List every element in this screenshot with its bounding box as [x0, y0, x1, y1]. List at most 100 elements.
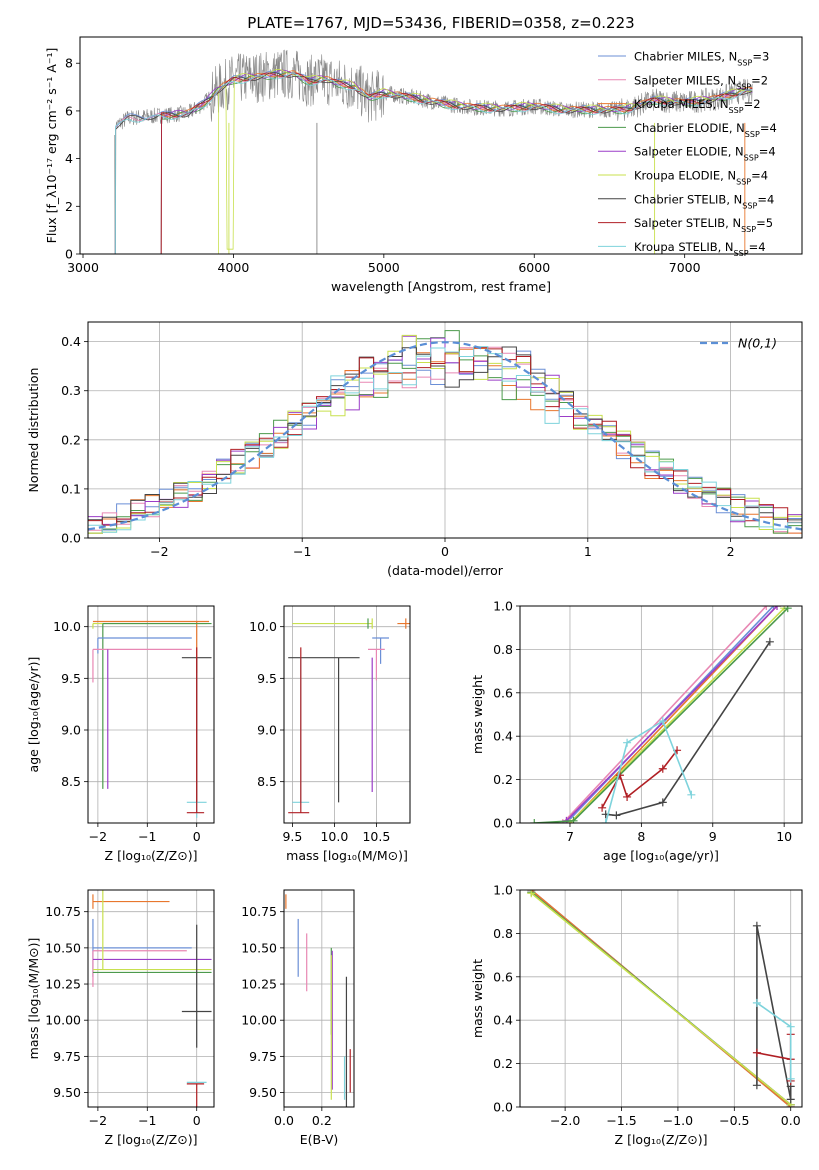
x-tick-label: 5000 [368, 260, 400, 275]
weight-marker [623, 792, 632, 801]
weight-marker [786, 1022, 795, 1031]
legend-entry: Chabrier ELODIE, NSSP=4 [634, 121, 777, 139]
error-bar-point [372, 637, 389, 664]
legend-entry: Salpeter ELODIE, NSSP=4 [634, 145, 776, 163]
error-bar-point [92, 890, 212, 971]
y-axis-label: age [log₁₀(age/yr)] [26, 657, 41, 773]
x-tick-label: 2 [727, 544, 735, 559]
legend-entry: Chabrier STELIB, NSSP=4 [634, 192, 774, 210]
x-tick-label: 0 [193, 1113, 201, 1128]
y-tick-label: 0.4 [61, 334, 81, 349]
weight-marker [762, 606, 771, 610]
axes-frame [79, 36, 803, 255]
y-tick-label: 0.2 [493, 1056, 513, 1071]
axes-frame [519, 605, 803, 824]
x-tick-label: 10.0 [320, 829, 348, 844]
y-tick-label: 0.4 [493, 729, 513, 744]
y-tick-label: 10.0 [249, 619, 277, 634]
error-bar-point [368, 648, 385, 681]
y-tick-label: 6 [65, 103, 73, 118]
y-tick-label: 9.75 [53, 1049, 81, 1064]
plot-area [88, 322, 802, 538]
y-tick-label: 1.0 [493, 599, 513, 614]
error-bar-point [397, 618, 410, 629]
error-bar-point [288, 657, 360, 803]
panel-residuals: −2 −1 0 1 2 0.0 0.1 0.2 0.3 0.4 (data-model)/error… [26, 321, 803, 578]
y-axis-label: Normed distribution [26, 368, 41, 493]
legend: Chabrier MILES, NSSP=3 Salpeter MILES, NS… [598, 50, 777, 257]
panel-mass-vs-ebv: 0.0 0.2 9.50 9.75 10.00 10.25 10.50 10.75 E(B-V) [241, 889, 355, 1147]
y-tick-label: 9.5 [61, 671, 81, 686]
x-tick-label: 3000 [67, 260, 99, 275]
legend-entry: Chabrier MILES, NSSP=3 [634, 50, 769, 68]
y-tick-label: 9.0 [257, 723, 277, 738]
x-tick-label: 4000 [218, 260, 250, 275]
weight-line [534, 607, 789, 823]
model-spectrum-line [114, 72, 753, 254]
weight-marker [527, 890, 536, 898]
y-tick-label: 9.50 [249, 1085, 277, 1100]
y-tick-label: 0.0 [493, 1100, 513, 1115]
normal-curve [88, 341, 802, 531]
panel-spectrum: 3000 4000 5000 6000 7000 0 2 4 6 8 wavelength [Ang… [44, 14, 803, 294]
weight-marker [598, 803, 607, 812]
error-bar-point [92, 950, 187, 987]
y-tick-label: 10.25 [241, 977, 277, 992]
x-tick-label: 1 [584, 544, 592, 559]
error-bar-point [92, 620, 210, 674]
y-tick-label: 10.75 [45, 904, 81, 919]
weight-marker [623, 738, 632, 747]
x-axis-label: age [log₁₀(age/yr)] [603, 848, 719, 863]
y-axis-label: Flux [f_λ10⁻¹⁷ erg cm⁻² s⁻¹ A⁻¹] [44, 48, 59, 244]
axes-frame [283, 605, 411, 824]
y-tick-label: 0.2 [493, 772, 513, 787]
weight-marker [601, 819, 610, 823]
x-axis-label: wavelength [Angstrom, rest frame] [331, 279, 551, 294]
x-axis-label: Z [log₁₀(Z/Z⊙)] [105, 1132, 198, 1147]
weight-marker [773, 606, 782, 610]
y-tick-label: 10.75 [241, 904, 277, 919]
x-tick-label: 10 [776, 829, 792, 844]
y-tick-label: 0.6 [493, 685, 513, 700]
x-tick-label: 9.5 [282, 829, 302, 844]
x-tick-label: −1 [293, 544, 311, 559]
weight-marker [687, 790, 696, 799]
x-axis-label: mass [log₁₀(M/M⊙)] [286, 848, 408, 863]
y-tick-label: 0.3 [61, 383, 81, 398]
x-axis-label: (data-model)/error [387, 563, 504, 578]
weight-line [604, 719, 693, 823]
x-tick-label: −1.0 [663, 1113, 693, 1128]
error-bar-point [186, 1083, 205, 1107]
observed-spectrum [114, 49, 753, 254]
y-tick-label: 1.0 [493, 883, 513, 898]
weight-line [530, 892, 792, 1106]
weight-line [562, 606, 767, 823]
weight-marker [752, 1081, 761, 1090]
y-tick-label: 9.50 [53, 1085, 81, 1100]
x-tick-label: 7000 [669, 260, 701, 275]
plot-area [88, 606, 214, 823]
error-bar-point [92, 894, 170, 909]
panel-weight-vs-Z: −2.0 −1.5 −1.0 −0.5 0.0 0.0 0.2 0.4 0.6 0.8 1.0 Z [… [470, 883, 803, 1147]
plot-area [88, 890, 214, 1107]
weight-marker [752, 921, 761, 930]
x-tick-label: 10.5 [362, 829, 390, 844]
y-tick-label: 0.1 [61, 481, 81, 496]
y-tick-label: 0 [65, 247, 73, 262]
legend-entry: Salpeter MILES, NSSP=2 [634, 73, 768, 91]
weight-marker [752, 998, 761, 1007]
x-tick-label: 6000 [518, 260, 550, 275]
x-tick-label: 0.2 [312, 1113, 332, 1128]
x-tick-label: −1 [138, 829, 156, 844]
x-tick-label: −2 [89, 1113, 107, 1128]
error-bar-point [92, 918, 192, 977]
y-tick-label: 4 [65, 151, 73, 166]
legend-entry: Kroupa MILES, NSSP=2 [634, 97, 761, 115]
y-tick-label: 10.00 [45, 1013, 81, 1028]
weight-line [756, 1002, 792, 1079]
weight-line [756, 925, 792, 1100]
x-tick-label: −2 [150, 544, 168, 559]
x-tick-label: 8 [637, 829, 645, 844]
y-tick-label: 8 [65, 56, 73, 71]
